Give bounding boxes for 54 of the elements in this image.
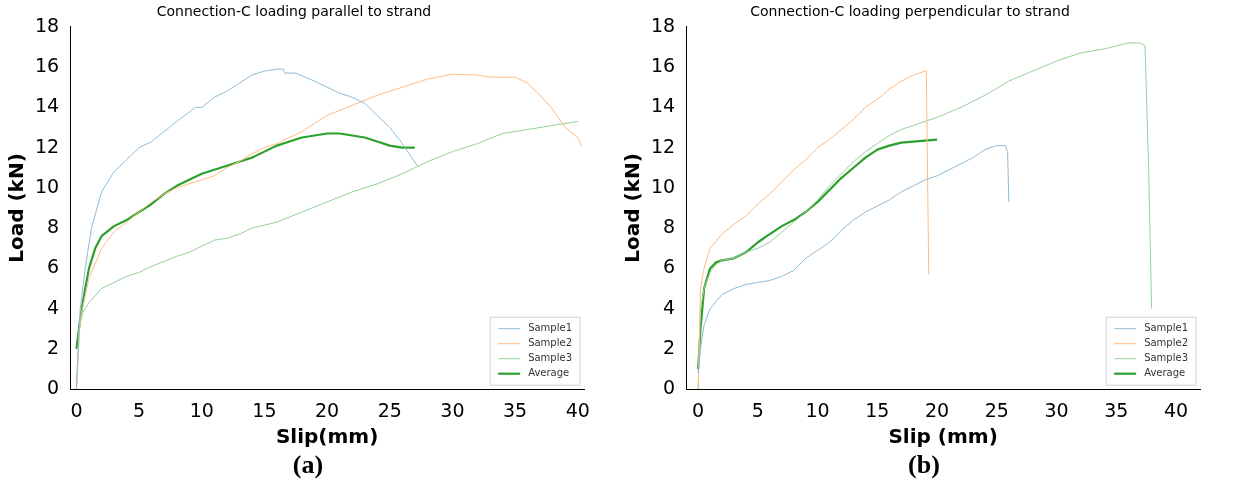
text: (a): [291, 450, 325, 480]
x-tick-label: 40: [1164, 398, 1189, 421]
x-tick-label: 15: [252, 398, 277, 421]
x-tick-label: 10: [189, 398, 214, 421]
legend-label: Average: [1144, 367, 1186, 379]
x-tick-label: 25: [377, 398, 402, 421]
y-tick-label: 4: [47, 295, 60, 318]
y-tick-label: 6: [47, 255, 60, 278]
x-tick-label: 40: [565, 398, 590, 421]
y-tick-label: 2: [663, 335, 676, 358]
text: (b): [907, 450, 941, 480]
y-tick-label: 0: [47, 376, 60, 399]
legend-label: Sample2: [528, 337, 572, 349]
y-tick-label: 14: [650, 94, 676, 117]
x-tick-label: 15: [865, 398, 890, 421]
y-tick-label: 10: [650, 174, 676, 197]
x-tick-label: 10: [805, 398, 830, 421]
legend-label: Sample1: [528, 322, 572, 334]
y-tick-label: 16: [650, 54, 676, 76]
x-tick-label: 5: [133, 398, 146, 421]
x-tick-label: 25: [984, 398, 1009, 421]
x-tick-label: 0: [692, 398, 705, 421]
y-tick-label: 12: [650, 134, 676, 157]
legend-label: Sample3: [528, 352, 572, 364]
y-tick-label: 16: [34, 54, 60, 76]
y-tick-label: 8: [47, 215, 60, 238]
y-tick-label: 4: [663, 295, 676, 318]
legend-label: Average: [528, 367, 570, 379]
chart-title: Connection-C loading parallel to strand: [156, 3, 432, 20]
x-tick-label: 30: [1044, 398, 1069, 421]
y-axis-title: Load (kN): [620, 153, 645, 263]
x-axis-title: Slip (mm): [888, 424, 998, 449]
y-tick-label: 6: [663, 255, 676, 278]
x-tick-label: 35: [502, 398, 528, 421]
x-tick-label: 30: [440, 398, 465, 421]
legend-label: Sample1: [1144, 322, 1188, 334]
x-tick-label: 20: [314, 398, 340, 421]
legend-label: Sample2: [1144, 337, 1188, 349]
y-tick-label: 10: [34, 174, 60, 197]
x-tick-label: 20: [925, 398, 950, 421]
y-tick-label: 18: [650, 13, 676, 36]
y-tick-label: 18: [34, 13, 60, 36]
y-tick-label: 8: [663, 215, 676, 238]
chart-title: Connection-C loading perpendicular to strand: [750, 3, 1070, 20]
x-axis-title: Slip(mm): [275, 424, 379, 449]
x-tick-label: 0: [70, 398, 83, 421]
y-tick-label: 12: [34, 134, 60, 157]
legend-label: Sample3: [1144, 352, 1188, 364]
y-tick-label: 2: [47, 335, 60, 358]
y-tick-label: 0: [663, 376, 676, 399]
y-tick-label: 14: [34, 94, 60, 117]
x-tick-label: 5: [751, 398, 764, 421]
y-axis-title: Load (kN): [4, 153, 29, 263]
x-tick-label: 35: [1104, 398, 1129, 421]
